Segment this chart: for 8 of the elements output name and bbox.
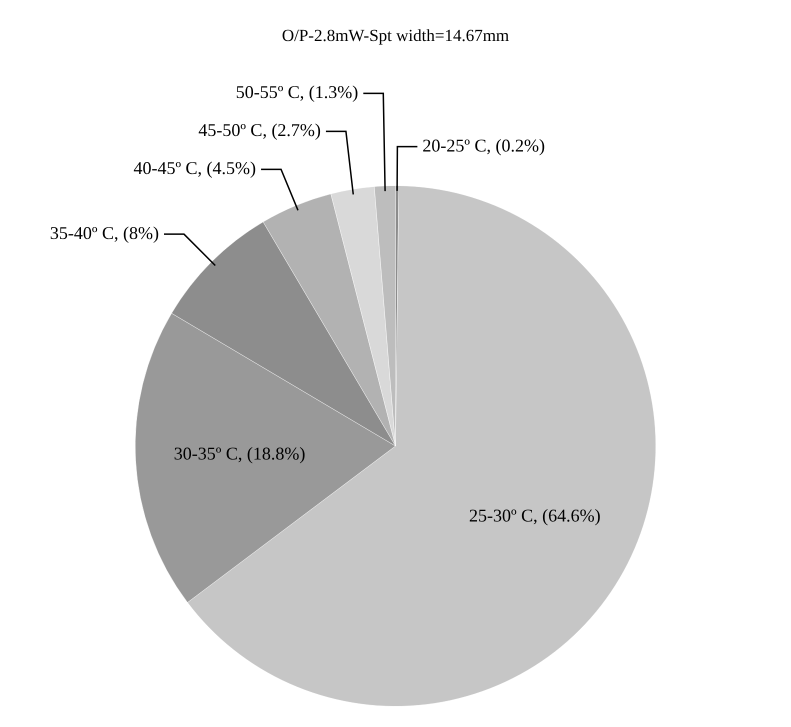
slice-label: 20-25º C, (0.2%) bbox=[422, 135, 545, 156]
slice-label: 50-55º C, (1.3%) bbox=[236, 82, 358, 102]
slice-label: 25-30º C, (64.6%) bbox=[469, 505, 601, 526]
slice-label: 30-35º C, (18.8%) bbox=[174, 443, 306, 464]
slice-label: 35-40º C, (8%) bbox=[50, 222, 159, 243]
chart-title: O/P-2.8mW-Spt width=14.67mm bbox=[280, 26, 510, 46]
slice-label: 45-50º C, (2.7%) bbox=[198, 120, 321, 140]
slice-label: 40-45º C, (4.5%) bbox=[133, 158, 256, 178]
